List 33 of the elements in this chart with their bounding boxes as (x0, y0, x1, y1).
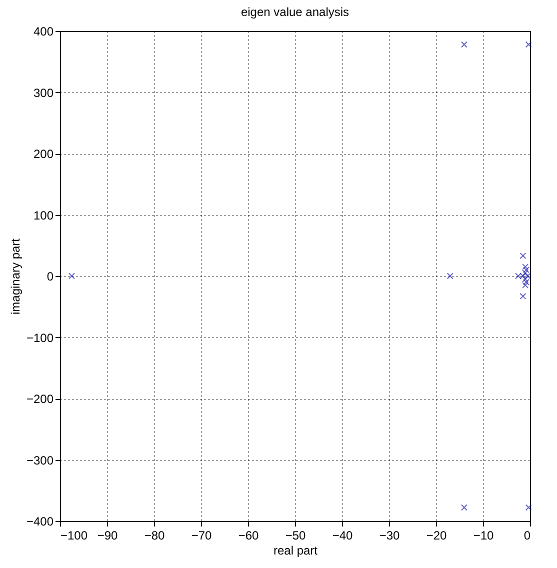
point (520, 292, 526, 300)
point (525, 504, 532, 511)
point (68, 272, 75, 280)
y-tick-label: 100 (33, 208, 54, 222)
y-tick-label: −400 (26, 514, 54, 528)
x-tick-label: −10 (473, 528, 494, 542)
x-tick-label: −30 (379, 528, 400, 542)
x-tick-label: −70 (191, 528, 212, 542)
x-tick-label: −100 (60, 528, 88, 542)
chart-title: eigen value analysis (240, 5, 350, 19)
y-tick-label: 400 (33, 24, 54, 38)
x-tick-label: −20 (426, 528, 447, 542)
x-axis-title: real part (273, 544, 318, 558)
y-axis-title: imaginary part (8, 238, 22, 315)
y-tick-label: −100 (26, 330, 54, 345)
x-tick-label: −80 (144, 528, 165, 542)
y-tick-label: 0 (46, 270, 54, 284)
x-tick-label: −40 (332, 528, 353, 542)
x-tick-label: −90 (97, 528, 118, 542)
y-tick-label: 300 (33, 86, 54, 100)
point (520, 272, 526, 280)
point (446, 272, 454, 280)
point (460, 504, 468, 511)
y-tick-label: −200 (26, 392, 54, 406)
point (460, 41, 468, 48)
point (515, 272, 522, 280)
point (525, 41, 532, 48)
x-tick-label: 0 (524, 528, 531, 542)
point (520, 252, 526, 260)
y-tick-label: −300 (26, 453, 54, 468)
y-tick-label: 200 (33, 147, 54, 161)
x-tick-label: −60 (238, 528, 259, 542)
x-tick-label: −50 (285, 528, 306, 542)
